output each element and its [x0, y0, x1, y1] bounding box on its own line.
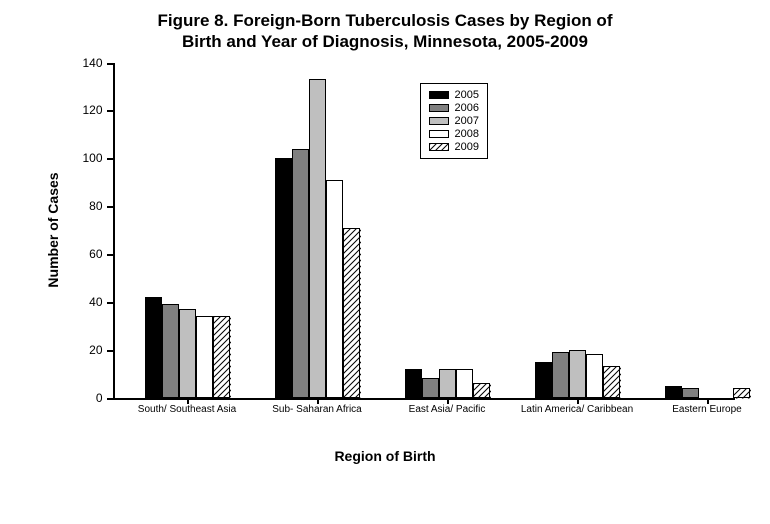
category-label: South/ Southeast Asia — [138, 404, 236, 415]
bar — [275, 158, 292, 397]
legend-item: 2007 — [429, 115, 479, 127]
bar — [456, 369, 473, 398]
y-tick-label: 140 — [82, 56, 102, 70]
bar — [733, 388, 750, 398]
bar — [179, 309, 196, 398]
y-tick-label: 80 — [89, 199, 102, 213]
legend-swatch — [429, 143, 449, 151]
legend-label: 2009 — [455, 141, 479, 153]
y-tick — [107, 158, 115, 160]
legend-item: 2009 — [429, 141, 479, 153]
y-tick — [107, 206, 115, 208]
bar — [535, 362, 552, 398]
legend-item: 2005 — [429, 89, 479, 101]
y-tick — [107, 398, 115, 400]
legend-label: 2006 — [455, 102, 479, 114]
bar — [603, 366, 620, 397]
bar — [586, 354, 603, 397]
bar — [162, 304, 179, 397]
chart-title: Figure 8. Foreign-Born Tuberculosis Case… — [0, 0, 770, 53]
y-tick-label: 100 — [82, 151, 102, 165]
legend-label: 2008 — [455, 128, 479, 140]
legend-swatch — [429, 117, 449, 125]
y-axis-label: Number of Cases — [45, 172, 61, 287]
legend-swatch — [429, 130, 449, 138]
bar — [309, 79, 326, 397]
y-tick — [107, 63, 115, 65]
bar — [422, 378, 439, 397]
bar — [665, 386, 682, 398]
y-tick — [107, 302, 115, 304]
bar — [682, 388, 699, 398]
legend-item: 2008 — [429, 128, 479, 140]
category-label: Sub- Saharan Africa — [272, 404, 362, 415]
y-tick-label: 20 — [89, 343, 102, 357]
y-tick — [107, 110, 115, 112]
bar — [405, 369, 422, 398]
chart-title-line1: Figure 8. Foreign-Born Tuberculosis Case… — [0, 10, 770, 31]
bar — [326, 180, 343, 398]
category-label: East Asia/ Pacific — [409, 404, 486, 415]
legend-swatch — [429, 91, 449, 99]
bar — [439, 369, 456, 398]
chart-area: Number of Cases 020406080100120140South/… — [18, 63, 753, 418]
bar — [569, 350, 586, 398]
bar — [343, 228, 360, 398]
bar — [552, 352, 569, 397]
bar — [292, 149, 309, 398]
y-tick-label: 40 — [89, 295, 102, 309]
bar — [213, 316, 230, 397]
plot-region: 020406080100120140South/ Southeast AsiaS… — [113, 63, 735, 400]
y-tick — [107, 254, 115, 256]
bar — [196, 316, 213, 397]
y-tick — [107, 350, 115, 352]
y-tick-label: 120 — [82, 103, 102, 117]
chart-title-line2: Birth and Year of Diagnosis, Minnesota, … — [0, 31, 770, 52]
y-tick-label: 0 — [96, 391, 103, 405]
legend-label: 2007 — [455, 115, 479, 127]
bar — [473, 383, 490, 397]
legend-item: 2006 — [429, 102, 479, 114]
y-tick-label: 60 — [89, 247, 102, 261]
category-label: Latin America/ Caribbean — [521, 404, 633, 415]
bar — [145, 297, 162, 398]
legend: 20052006200720082009 — [420, 83, 488, 159]
legend-swatch — [429, 104, 449, 112]
category-label: Eastern Europe — [672, 404, 742, 415]
x-axis-label: Region of Birth — [0, 448, 770, 464]
legend-label: 2005 — [455, 89, 479, 101]
